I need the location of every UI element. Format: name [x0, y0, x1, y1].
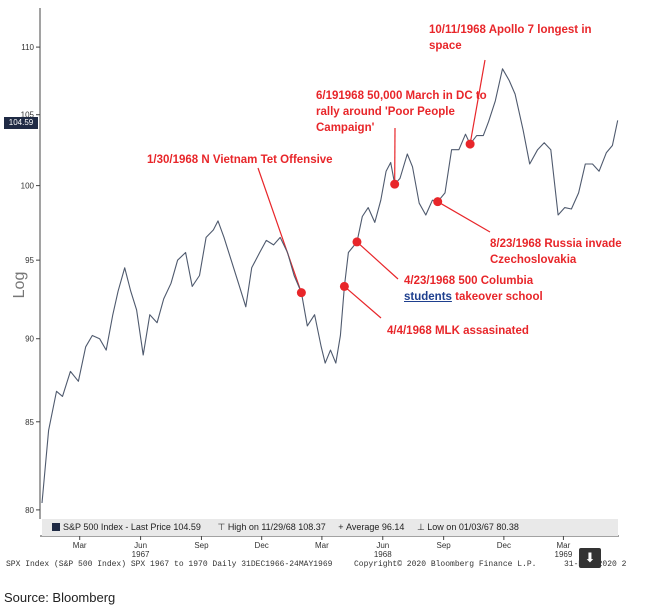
y-axis-label: Log — [11, 272, 28, 299]
x-tick-label: Sep — [437, 541, 452, 550]
students-link[interactable]: students — [404, 291, 452, 303]
chart-axes — [39, 8, 619, 537]
event-marker — [433, 197, 443, 207]
annotation-apollo-line1: 10/11/1968 Apollo 7 longest in — [429, 24, 592, 36]
y-axis-ticks: 80 85 90 95 100 105 110 — [21, 43, 40, 515]
x-tick-year-label: 1967 — [132, 550, 150, 559]
annotation-arrow — [343, 285, 382, 319]
annotation-march: 6/191968 50,000 March in DC to rally aro… — [316, 88, 487, 136]
x-tick-label: Jun — [134, 541, 147, 550]
x-tick-label: Dec — [497, 541, 511, 550]
download-icon[interactable]: ⬇ — [579, 548, 601, 568]
average-icon: + — [338, 522, 344, 532]
annotation-march-line2: rally around 'Poor People — [316, 106, 455, 118]
annotation-russia-line2: Czechoslovakia — [490, 254, 577, 266]
x-tick-label: Mar — [315, 541, 329, 550]
series-swatch — [52, 523, 60, 531]
event-marker — [465, 139, 475, 149]
event-marker — [352, 237, 362, 247]
x-tick-year-label: 1968 — [374, 550, 392, 559]
series-group — [41, 68, 619, 504]
event-marker — [296, 288, 306, 298]
legend-low: Low on 01/03/67 80.38 — [427, 522, 519, 532]
annotation-arrow — [356, 241, 399, 280]
x-tick-label: Jun — [376, 541, 389, 550]
x-tick-label: Sep — [194, 541, 209, 550]
footer-security: SPX Index (S&P 500 Index) SPX 1967 to 19… — [6, 560, 333, 569]
annotation-tet: 1/30/1968 N Vietnam Tet Offensive — [147, 154, 333, 166]
last-price-tag: 104.59 — [4, 117, 38, 129]
series-line-sp500 — [41, 68, 619, 504]
source-note: Source: Bloomberg — [4, 590, 116, 605]
annotation-russia: 8/23/1968 Russia invade Czechoslovakia — [490, 236, 622, 268]
y-tick-label: 80 — [25, 506, 34, 515]
low-icon: ⊥ — [416, 522, 425, 532]
event-marker — [339, 281, 349, 291]
legend-high: High on 11/29/68 108.37 — [227, 522, 326, 532]
y-tick-label: 85 — [25, 418, 34, 427]
annotation-arrows — [257, 59, 491, 319]
annotation-columbia-line1: 4/23/1968 500 Columbia — [404, 275, 534, 287]
annotation-march-line1: 6/191968 50,000 March in DC to — [316, 90, 487, 102]
x-tick-label: Dec — [255, 541, 269, 550]
y-tick-label: 95 — [25, 256, 34, 265]
annotation-apollo: 10/11/1968 Apollo 7 longest in space — [429, 22, 592, 54]
annotation-arrow — [257, 167, 302, 293]
annotation-columbia-line2-rest: takeover school — [451, 291, 543, 303]
event-marker — [390, 179, 400, 189]
annotation-mlk: 4/4/1968 MLK assasinated — [387, 325, 529, 337]
annotation-columbia: 4/23/1968 500 Columbia students takeover… — [404, 273, 543, 305]
legend-bar: S&P 500 Index - Last Price 104.59 ⊤ High… — [42, 519, 618, 536]
annotation-arrow — [437, 201, 491, 233]
y-tick-label: 110 — [21, 43, 34, 52]
x-tick-label: Mar — [73, 541, 87, 550]
y-tick-label: 90 — [25, 335, 34, 344]
legend-series: S&P 500 Index - Last Price 104.59 — [63, 522, 201, 532]
x-tick-year-label: 1969 — [555, 550, 573, 559]
x-tick-label: Mar — [557, 541, 571, 550]
y-tick-label: 100 — [21, 182, 35, 191]
footer-copyright: Copyright© 2020 Bloomberg Finance L.P. — [354, 560, 537, 569]
annotation-march-line3: Campaign' — [316, 122, 375, 134]
annotation-columbia-line2: students takeover school — [404, 289, 543, 305]
event-markers — [296, 139, 475, 298]
high-icon: ⊤ — [217, 522, 226, 532]
legend-average: Average 96.14 — [346, 522, 405, 532]
annotation-russia-line1: 8/23/1968 Russia invade — [490, 238, 622, 250]
y-tick-label: 105 — [21, 111, 35, 120]
annotation-arrow — [469, 59, 486, 145]
annotation-apollo-line2: space — [429, 40, 462, 52]
